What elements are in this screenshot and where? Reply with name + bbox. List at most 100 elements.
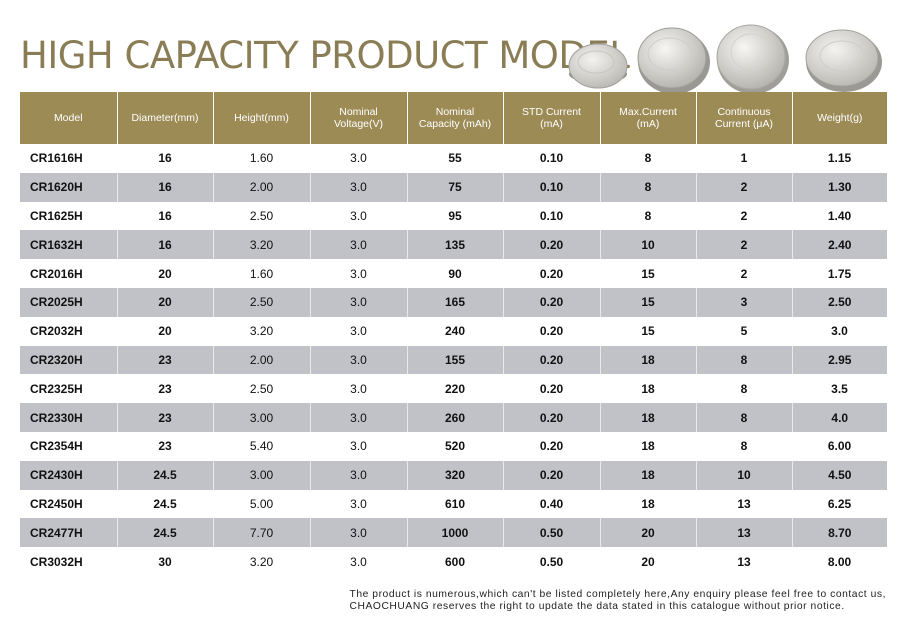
table-cell: 10 (599, 230, 696, 260)
column-header-label: Weight(g) (817, 112, 863, 124)
footnote: The product is numerous,which can't be l… (350, 589, 887, 613)
table-cell: 8.00 (827, 554, 852, 569)
table-cell: 3.0 (309, 345, 407, 375)
table-cell: 135 (406, 230, 503, 260)
table-cell: 3.0 (350, 496, 367, 511)
column-header: Max.Current (mA) (599, 92, 697, 144)
table-cell: 3.0 (350, 381, 367, 396)
table-cell: 13 (737, 554, 751, 569)
model-cell: CR1632H (20, 230, 117, 260)
table-cell: 5.00 (249, 496, 274, 511)
table-cell: 2.50 (249, 208, 274, 223)
table-cell: 16 (158, 151, 172, 166)
column-header-label: (mA) (540, 118, 563, 130)
table-cell: 15 (641, 324, 655, 339)
table-cell: 16 (116, 230, 213, 260)
table-cell: 8.70 (791, 518, 887, 548)
table-row: CR2330H 23 3.00 3.0 260 0.20 18 8 4.0 (20, 403, 887, 432)
table-row: CR2450H 24.5 5.00 3.0 610 0.40 18 13 6.25 (20, 490, 887, 519)
table-cell: 16 (158, 208, 172, 223)
footnote-line: The product is numerous,which can't be l… (349, 589, 886, 600)
table-row: CR2016H 20 1.60 3.0 90 0.20 15 2 1.75 (20, 259, 887, 288)
coin-battery-images (568, 24, 882, 94)
column-header-label: Height(mm) (234, 112, 289, 124)
table-cell: 2.50 (791, 287, 887, 317)
table-cell: 23 (116, 403, 213, 432)
table-cell: 3 (695, 287, 792, 317)
table-cell: 3.0 (309, 460, 407, 490)
table-cell: 0.20 (539, 266, 564, 281)
table-cell: 3.0 (309, 287, 407, 317)
table-cell: 90 (448, 266, 462, 281)
column-header: Weight(g) (791, 92, 887, 144)
table-cell: 13 (695, 518, 792, 548)
table-cell: 3.00 (212, 460, 310, 490)
table-row: CR3032H 30 3.20 3.0 600 0.50 20 13 8.00 (20, 547, 887, 576)
table-cell: 18 (641, 439, 655, 454)
table-cell: 20 (158, 324, 172, 339)
table-cell: 2.00 (212, 345, 310, 375)
table-cell: 220 (444, 381, 466, 396)
column-header-label: Capacity (mAh) (418, 118, 492, 130)
table-cell: 2.50 (212, 287, 310, 317)
table-cell: 3.0 (309, 518, 407, 548)
table-cell: 0.40 (539, 496, 564, 511)
table-cell: 7.70 (212, 518, 310, 548)
table-cell: 1.75 (827, 266, 852, 281)
table-cell: 4.0 (791, 403, 887, 432)
table-cell: 8 (599, 172, 696, 202)
table-cell: 4.50 (791, 460, 887, 490)
column-header: Model (20, 92, 118, 144)
coin-battery-icon (716, 24, 789, 94)
table-row: CR2032H 20 3.20 3.0 240 0.20 15 5 3.0 (20, 317, 887, 346)
table-cell: 20 (641, 554, 655, 569)
table-cell: 18 (599, 403, 696, 432)
table-cell: 3.0 (831, 324, 848, 339)
model-cell: CR2330H (20, 403, 117, 432)
table-cell: 5.40 (249, 439, 274, 454)
coin-battery-icon (805, 29, 882, 92)
table-cell: 0.20 (539, 381, 564, 396)
table-cell: 1.60 (249, 266, 274, 281)
footnote-line: CHAOCHUANG reserves the right to update … (349, 601, 845, 612)
table-cell: 2 (740, 266, 748, 281)
table-cell: 155 (406, 345, 503, 375)
model-cell: CR2325H (30, 381, 83, 396)
column-header-label: Current (μA) (715, 118, 773, 130)
table-cell: 3.20 (249, 554, 274, 569)
table-cell: 3.0 (309, 403, 407, 432)
model-cell: CR2320H (20, 345, 117, 375)
column-header-label: STD Current (522, 106, 581, 118)
table-cell: 8 (695, 345, 792, 375)
model-cell: CR1620H (20, 172, 117, 202)
table-cell: 6.25 (827, 496, 852, 511)
table-cell: 20 (116, 287, 213, 317)
column-header: Continuous Current (μA) (695, 92, 793, 144)
table-cell: 3.20 (212, 230, 310, 260)
table-cell: 15 (641, 266, 655, 281)
model-cell: CR3032H (30, 554, 83, 569)
table-cell: 10 (695, 460, 792, 490)
coin-battery-icon (637, 27, 710, 94)
table-cell: 24.5 (116, 518, 213, 548)
column-header-label: Nominal (435, 106, 475, 118)
table-cell: 260 (406, 403, 503, 432)
table-cell: 8 (740, 439, 748, 454)
table-cell: 95 (448, 208, 462, 223)
table-cell: 3.20 (249, 324, 274, 339)
column-header-label: Continuous (717, 106, 771, 118)
table-body: CR1616H 16 1.60 3.0 55 0.10 8 1 1.15 CR1620H 16 2.0… (20, 144, 887, 576)
table-cell: 20 (158, 266, 172, 281)
table-cell: 3.0 (350, 324, 367, 339)
table-cell: 600 (444, 554, 466, 569)
table-cell: 2 (740, 208, 748, 223)
table-cell: 610 (444, 496, 466, 511)
table-cell: 240 (444, 324, 466, 339)
table-cell: 1.30 (791, 172, 887, 202)
table-cell: 3.0 (350, 151, 367, 166)
table-cell: 320 (406, 460, 503, 490)
table-cell: 1000 (406, 518, 503, 548)
column-header: Diameter(mm) (116, 92, 214, 144)
table-row: CR2430H 24.5 3.00 3.0 320 0.20 18 10 4.50 (20, 460, 887, 490)
model-cell: CR1616H (30, 151, 83, 166)
